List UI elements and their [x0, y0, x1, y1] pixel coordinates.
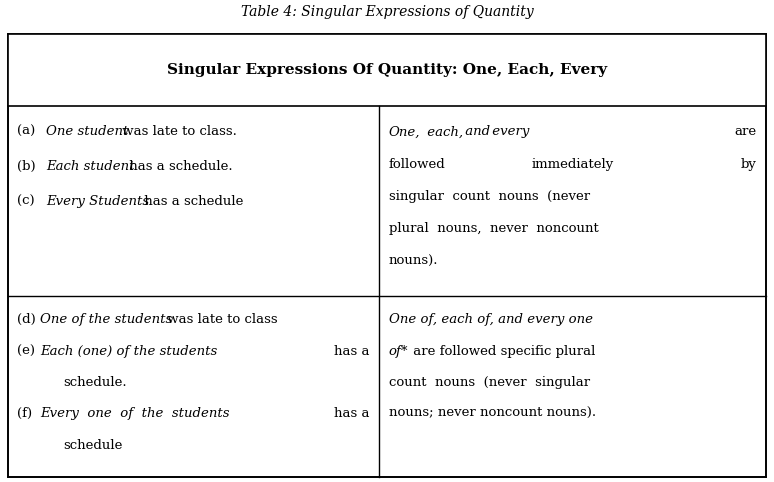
Text: followed: followed	[389, 158, 445, 171]
Text: each,: each,	[423, 125, 463, 138]
Text: Each (one) of the students: Each (one) of the students	[40, 345, 217, 358]
Text: has a: has a	[334, 345, 370, 358]
Text: (f): (f)	[17, 407, 33, 420]
Text: are followed specific plural: are followed specific plural	[409, 345, 595, 358]
Text: was late to class: was late to class	[163, 313, 277, 326]
Text: Every  one  of  the  students: Every one of the students	[40, 407, 230, 420]
Text: singular  count  nouns  (never: singular count nouns (never	[389, 190, 590, 203]
Text: has a: has a	[334, 407, 370, 420]
Text: immediately: immediately	[532, 158, 614, 171]
Text: by: by	[741, 158, 757, 171]
Text: of*: of*	[389, 345, 408, 358]
Text: (a): (a)	[17, 125, 39, 138]
Text: Every Students: Every Students	[46, 195, 149, 208]
Text: was late to class.: was late to class.	[118, 125, 238, 138]
Bar	[8, 34, 766, 106]
Text: (e): (e)	[17, 345, 35, 358]
Text: count  nouns  (never  singular: count nouns (never singular	[389, 376, 590, 389]
Text: Singular Expressions Of Quantity: One, Each, Every: Singular Expressions Of Quantity: One, E…	[167, 63, 607, 77]
Text: are: are	[735, 125, 757, 138]
Text: One of the students: One of the students	[40, 313, 173, 326]
Text: Each student: Each student	[46, 160, 135, 173]
Text: (b): (b)	[17, 160, 40, 173]
Text: Table 4: Singular Expressions of Quantity: Table 4: Singular Expressions of Quantit…	[241, 5, 533, 19]
Text: One of, each of, and every one: One of, each of, and every one	[389, 313, 593, 326]
Text: plural  nouns,  never  noncount: plural nouns, never noncount	[389, 222, 598, 235]
Text: nouns; never noncount nouns).: nouns; never noncount nouns).	[389, 407, 596, 420]
Text: (d): (d)	[17, 313, 36, 326]
Text: every: every	[488, 125, 529, 138]
Text: One student: One student	[46, 125, 128, 138]
Text: and: and	[461, 125, 490, 138]
Text: has a schedule.: has a schedule.	[125, 160, 232, 173]
Text: schedule: schedule	[63, 439, 123, 452]
Text: (c): (c)	[17, 195, 39, 208]
Text: One,: One,	[389, 125, 420, 138]
Text: nouns).: nouns).	[389, 254, 438, 268]
Text: has a schedule: has a schedule	[140, 195, 244, 208]
Text: schedule.: schedule.	[63, 376, 127, 389]
